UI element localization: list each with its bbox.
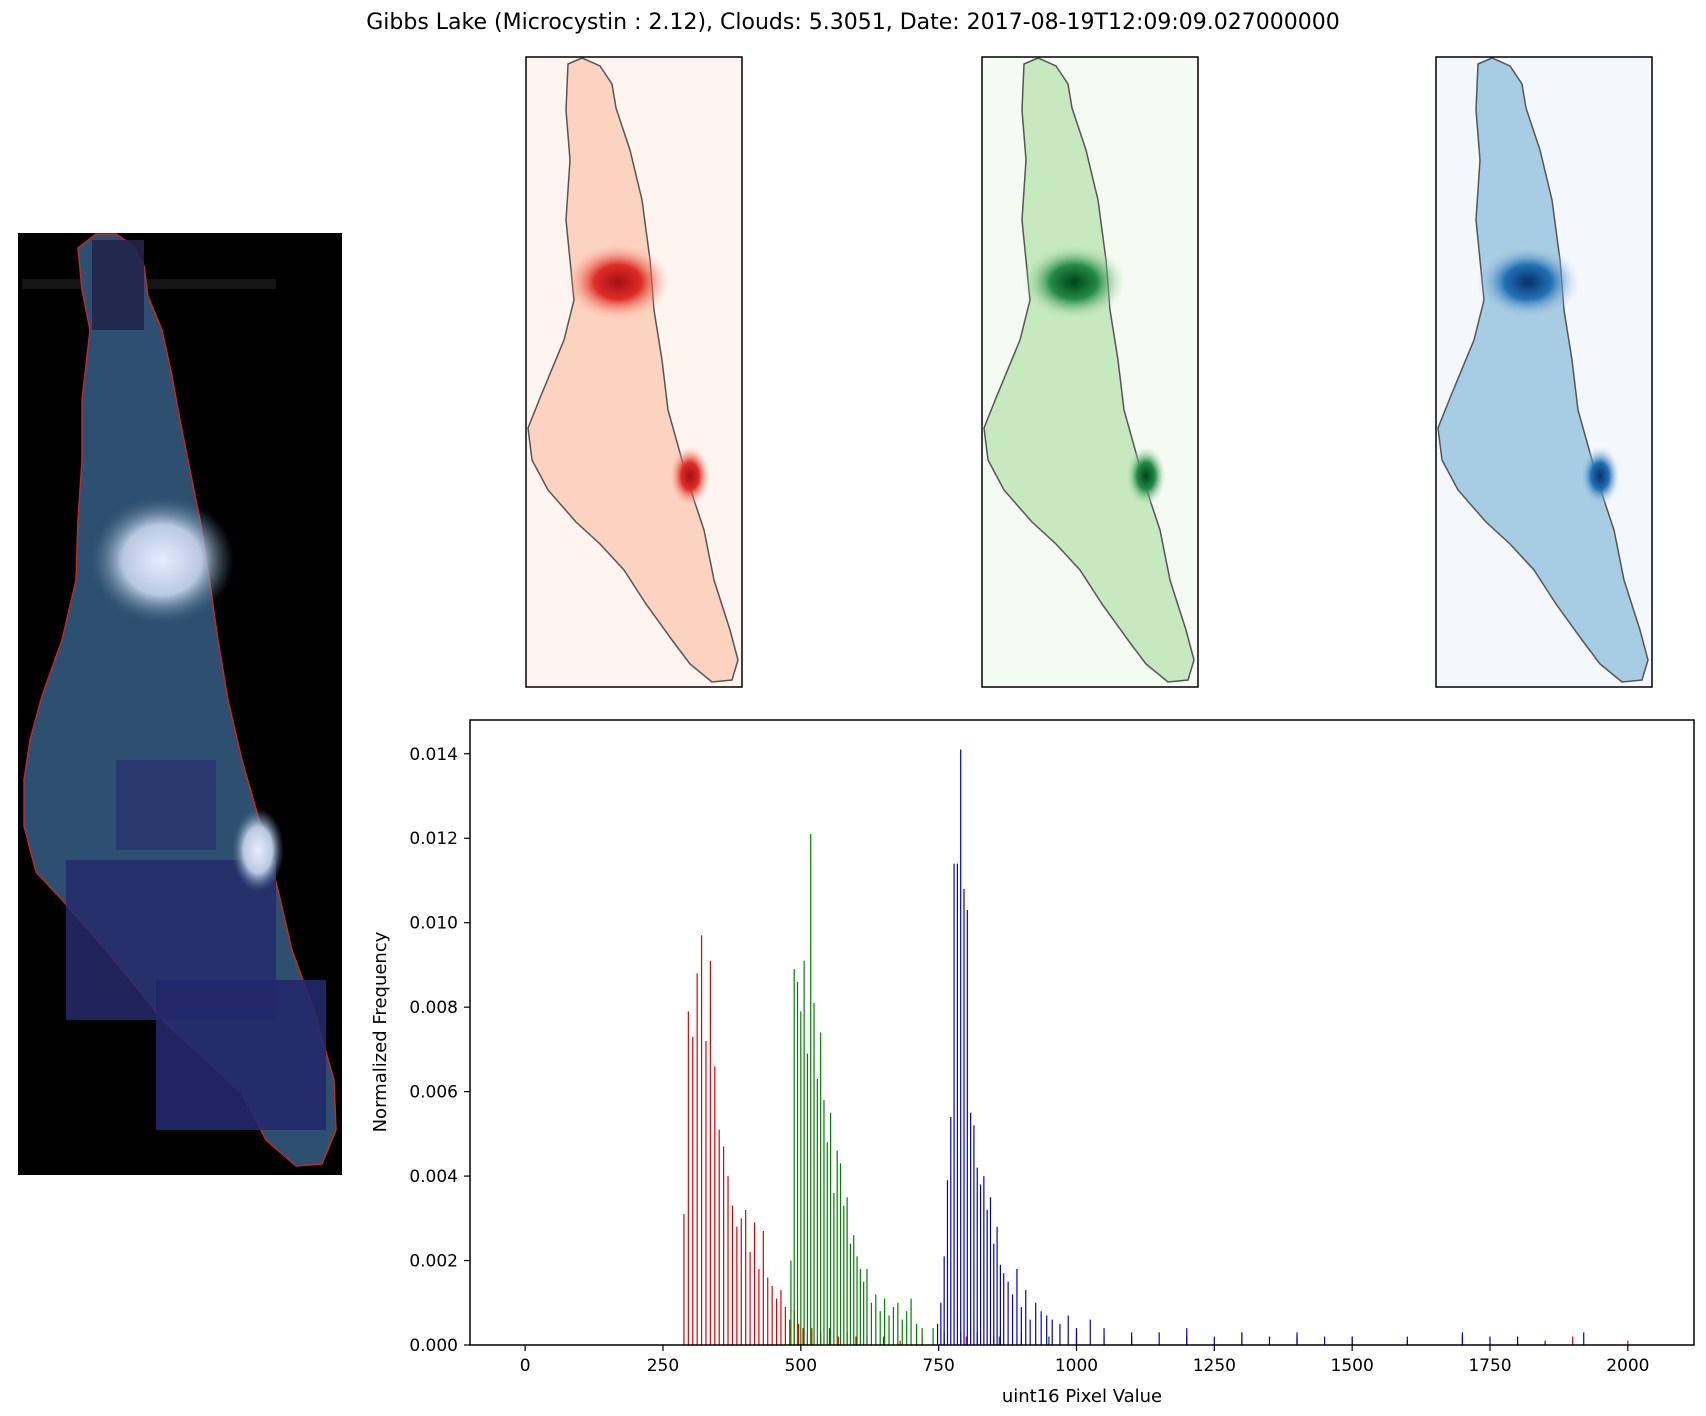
x-tick-label: 1500 [1331,1356,1374,1376]
blue-band-frame [1435,56,1653,688]
green-band-panel [981,56,1199,688]
blue-band-panel [1435,56,1653,688]
y-tick-label: 0.000 [409,1336,458,1356]
red-band-panel [525,56,743,688]
figure-title: Gibbs Lake (Microcystin : 2.12), Clouds:… [366,10,1340,35]
x-tick-label: 2000 [1606,1356,1649,1376]
lake-green-band [983,57,1195,683]
y-tick-label: 0.010 [409,914,458,934]
x-tick-label: 250 [647,1356,679,1376]
x-tick-label: 1250 [1193,1356,1236,1376]
y-tick-label: 0.014 [409,745,458,765]
x-tick-label: 750 [922,1356,954,1376]
y-axis-ticks: 0.000 0.002 0.004 0.006 0.008 0.010 0.012 0.014 [409,745,470,1356]
y-tick-label: 0.012 [409,829,458,849]
lake-red-band [527,57,739,683]
y-tick-label: 0.004 [409,1167,458,1187]
rgb-composite-panel [18,233,342,1175]
blue-band-bars [936,749,1585,1345]
green-band-bars [790,834,1464,1345]
lake-blue-band [1437,57,1649,683]
x-axis-ticks: 0 250 500 750 1000 1250 1500 1750 2000 [520,1345,1649,1376]
y-tick-label: 0.006 [409,1083,458,1103]
green-band-frame [981,56,1199,688]
plot-frame [469,719,1695,1346]
y-tick-label: 0.008 [409,998,458,1018]
x-tick-label: 1000 [1055,1356,1098,1376]
red-band-bars [683,935,1629,1345]
x-tick-label: 0 [520,1356,531,1376]
x-axis-label: uint16 Pixel Value [1002,1386,1162,1407]
histogram-chart: 0 250 500 750 1000 1250 1500 1750 2000 0.0000.00… [370,719,1695,1407]
x-tick-label: 1750 [1468,1356,1511,1376]
red-band-frame [525,56,743,688]
x-tick-label: 500 [785,1356,817,1376]
y-tick-label: 0.002 [409,1252,458,1272]
rgb-stripe [22,279,276,289]
y-axis-label: Normalized Frequency [370,931,391,1132]
